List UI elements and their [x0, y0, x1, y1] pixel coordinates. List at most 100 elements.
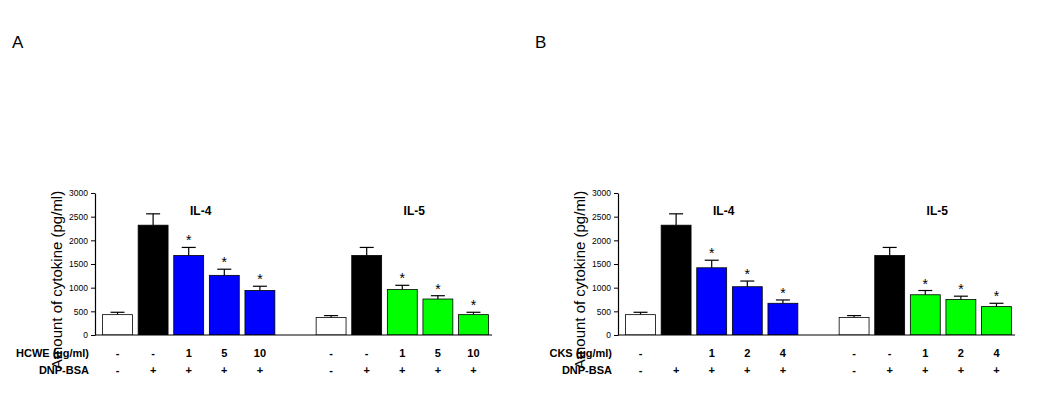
- y-tick: 1500: [69, 259, 95, 269]
- panel: A050010001500200025003000Amount of cytok…: [12, 33, 492, 376]
- error-stem: [889, 247, 890, 255]
- condition-cell: 5: [221, 347, 227, 359]
- condition-cell: +: [708, 364, 714, 376]
- y-tick-mark: [91, 311, 95, 312]
- y-tick: 500: [597, 307, 618, 317]
- condition-cell: 1: [186, 347, 192, 359]
- y-tick: 2500: [69, 212, 95, 222]
- x-axis-line: [618, 334, 1015, 335]
- significance-marker: *: [780, 285, 786, 301]
- error-cap: [669, 213, 683, 214]
- y-axis-title: Amount of cytokine (pg/ml): [571, 191, 588, 369]
- y-tick: 0: [83, 330, 95, 340]
- y-tick-mark: [614, 240, 618, 241]
- condition-cell: -: [888, 347, 892, 359]
- bar: [946, 300, 976, 336]
- y-tick-label: 2500: [592, 212, 611, 222]
- condition-cell: +: [958, 364, 964, 376]
- y-tick-mark: [91, 240, 95, 241]
- bar: [982, 307, 1012, 335]
- y-tick-mark: [614, 264, 618, 265]
- condition-cell: +: [435, 364, 441, 376]
- bar: [910, 295, 940, 335]
- y-tick: 1500: [592, 259, 618, 269]
- y-tick-mark: [91, 288, 95, 289]
- error-cap: [847, 315, 861, 316]
- bar: [423, 299, 453, 335]
- y-tick-mark: [91, 193, 95, 194]
- y-tick-label: 1500: [592, 259, 611, 269]
- condition-cell: -: [365, 347, 369, 359]
- y-tick-label: 2000: [69, 236, 88, 246]
- condition-row-label: DNP-BSA: [39, 364, 89, 376]
- bar: [138, 225, 168, 335]
- condition-cell: -: [639, 364, 643, 376]
- panel: B050010001500200025003000Amount of cytok…: [535, 33, 1015, 376]
- bar: [661, 225, 691, 335]
- condition-cell: +: [363, 364, 369, 376]
- group-label: IL-5: [404, 204, 426, 218]
- y-tick-label: 3000: [592, 188, 611, 198]
- y-axis-title: Amount of cytokine (pg/ml): [48, 191, 65, 369]
- error-cap: [634, 312, 648, 313]
- condition-cell: +: [886, 364, 892, 376]
- group-label: IL-4: [190, 204, 212, 218]
- condition-cell: 2: [744, 347, 750, 359]
- condition-cell: 4: [993, 347, 1000, 359]
- condition-cell: 1: [709, 347, 715, 359]
- condition-cell: +: [470, 364, 476, 376]
- y-tick: 1000: [592, 283, 618, 293]
- y-tick-label: 1000: [592, 283, 611, 293]
- y-tick-mark: [614, 311, 618, 312]
- error-stem: [153, 214, 154, 225]
- y-tick: 0: [606, 330, 618, 340]
- condition-row-label: HCWE (µg/ml): [16, 347, 89, 359]
- y-tick-label: 1000: [69, 283, 88, 293]
- error-stem: [676, 214, 677, 225]
- condition-cell: +: [150, 364, 156, 376]
- bar: [174, 255, 204, 335]
- significance-marker: *: [400, 270, 406, 286]
- error-stem: [366, 247, 367, 255]
- y-axis-line: [95, 194, 96, 336]
- y-tick-label: 3000: [69, 188, 88, 198]
- error-bar: [182, 247, 196, 255]
- condition-cell: -: [116, 364, 120, 376]
- y-tick: 3000: [592, 188, 618, 198]
- bar: [316, 317, 346, 335]
- plot-marks: [103, 214, 489, 335]
- condition-cell: 1: [922, 347, 928, 359]
- error-cap: [360, 247, 374, 248]
- y-tick-label: 2000: [592, 236, 611, 246]
- y-axis: 0 500 1000 1500 2000 2500 3000: [69, 188, 95, 340]
- y-tick-mark: [614, 288, 618, 289]
- bar: [875, 255, 905, 335]
- y-axis-line: [618, 194, 619, 336]
- group-label: IL-5: [927, 204, 949, 218]
- significance-marker: *: [745, 266, 751, 282]
- y-tick-label: 1500: [69, 259, 88, 269]
- error-stem: [711, 260, 712, 268]
- condition-cell: +: [922, 364, 928, 376]
- condition-cell: +: [257, 364, 263, 376]
- condition-cell: -: [329, 364, 333, 376]
- y-tick-mark: [614, 193, 618, 194]
- condition-cell: -: [852, 347, 856, 359]
- bar: [209, 275, 239, 335]
- error-cap: [146, 213, 160, 214]
- bar: [732, 287, 762, 335]
- y-tick: 1000: [69, 283, 95, 293]
- condition-row-label: DNP-BSA: [562, 364, 612, 376]
- bar: [103, 315, 133, 335]
- y-tick: 2000: [69, 236, 95, 246]
- condition-cell: 2: [958, 347, 964, 359]
- plot-marks: [626, 214, 1012, 335]
- y-tick-mark: [91, 335, 95, 336]
- bar: [387, 290, 417, 335]
- y-tick-mark: [614, 335, 618, 336]
- y-tick: 2000: [592, 236, 618, 246]
- condition-cell: 5: [435, 347, 441, 359]
- y-tick-label: 0: [83, 330, 88, 340]
- y-tick: 500: [74, 307, 95, 317]
- significance-marker: *: [257, 271, 263, 287]
